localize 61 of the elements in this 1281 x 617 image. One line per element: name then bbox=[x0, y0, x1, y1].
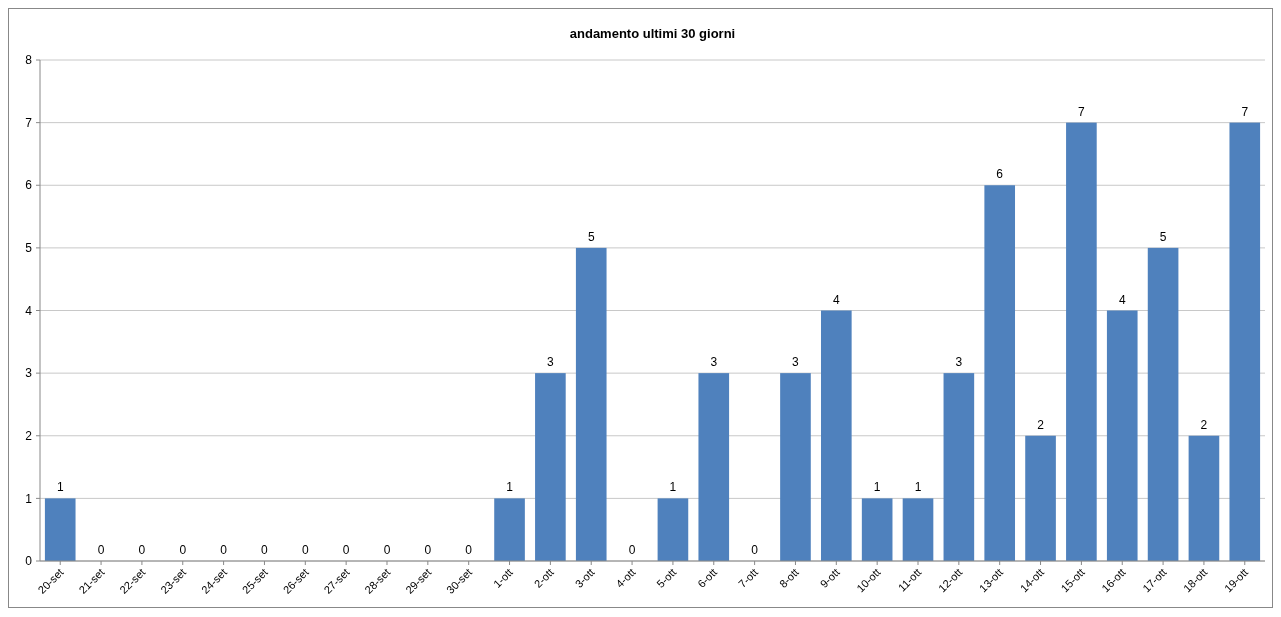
data-label: 0 bbox=[383, 543, 391, 557]
bar bbox=[657, 498, 689, 561]
x-tick-label: 7-ott bbox=[735, 565, 761, 590]
data-label: 1 bbox=[669, 480, 677, 495]
data-label: 0 bbox=[179, 543, 187, 557]
data-label: 0 bbox=[342, 543, 350, 557]
y-tick-label: 0 bbox=[25, 554, 33, 569]
bar bbox=[1025, 435, 1056, 561]
y-tick-label: 8 bbox=[25, 53, 33, 68]
x-tick-label: 4-ott bbox=[613, 565, 638, 590]
bar bbox=[494, 498, 525, 561]
data-label: 3 bbox=[792, 355, 800, 370]
data-label: 1 bbox=[56, 480, 64, 495]
bar bbox=[44, 498, 76, 561]
y-tick-label: 6 bbox=[25, 178, 33, 193]
data-label: 0 bbox=[628, 543, 636, 557]
y-tick-label: 3 bbox=[25, 366, 33, 381]
y-tick-label: 7 bbox=[25, 115, 33, 130]
data-label: 0 bbox=[301, 543, 309, 557]
data-label: 0 bbox=[424, 543, 432, 557]
bar bbox=[575, 247, 607, 561]
bar bbox=[698, 373, 730, 561]
data-label: 4 bbox=[1118, 292, 1126, 307]
data-label: 0 bbox=[751, 543, 759, 557]
bar bbox=[1106, 310, 1138, 561]
data-label: 1 bbox=[914, 480, 922, 495]
bar bbox=[535, 373, 566, 561]
bar bbox=[820, 310, 852, 561]
data-label: 7 bbox=[1241, 104, 1249, 119]
data-label: 0 bbox=[138, 543, 146, 557]
data-label: 7 bbox=[1078, 104, 1086, 119]
data-label: 1 bbox=[873, 480, 881, 495]
chart-title: andamento ultimi 30 giorni bbox=[569, 26, 736, 41]
bar bbox=[861, 498, 893, 561]
data-label: 0 bbox=[465, 543, 473, 557]
bar bbox=[1229, 122, 1261, 561]
data-label: 3 bbox=[710, 355, 718, 370]
data-label: 3 bbox=[955, 355, 963, 370]
x-tick-label: 6-ott bbox=[695, 565, 720, 590]
bar bbox=[1066, 122, 1097, 561]
bar bbox=[1147, 247, 1179, 561]
bar bbox=[943, 373, 975, 561]
bar bbox=[902, 498, 934, 561]
data-label: 0 bbox=[261, 543, 269, 557]
data-label: 2 bbox=[1200, 417, 1208, 432]
bar bbox=[984, 185, 1016, 561]
data-label: 6 bbox=[996, 167, 1004, 182]
bar bbox=[1188, 435, 1220, 561]
y-tick-label: 5 bbox=[25, 241, 33, 256]
y-tick-label: 4 bbox=[25, 303, 33, 318]
data-label: 1 bbox=[506, 480, 514, 495]
data-label: 5 bbox=[587, 229, 595, 244]
bar bbox=[780, 373, 811, 561]
data-label: 5 bbox=[1159, 229, 1167, 244]
data-label: 4 bbox=[832, 292, 840, 307]
data-label: 0 bbox=[97, 543, 105, 557]
y-tick-label: 2 bbox=[25, 428, 33, 443]
data-label: 0 bbox=[220, 543, 228, 557]
y-tick-label: 1 bbox=[25, 491, 33, 506]
data-label: 3 bbox=[547, 355, 555, 370]
data-label: 2 bbox=[1037, 417, 1045, 432]
